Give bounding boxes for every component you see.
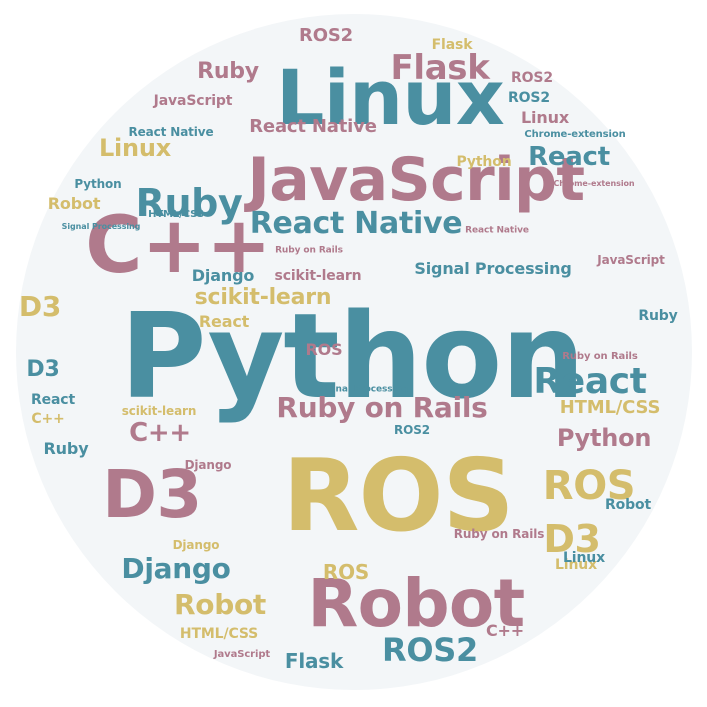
word-cloud-term: Ruby on Rails — [276, 391, 488, 424]
word-cloud-term: Python — [74, 177, 122, 191]
word-cloud-term: D3 — [102, 456, 202, 533]
word-cloud-term: Ruby on Rails — [453, 527, 545, 541]
word-cloud-term: ROS2 — [511, 70, 553, 86]
word-cloud-term: Django — [121, 552, 231, 585]
word-cloud-term: D3 — [26, 357, 60, 382]
word-cloud-term: Ruby on Rails — [275, 245, 343, 256]
word-cloud-term: React Native — [249, 116, 377, 137]
word-cloud-term: Robot — [307, 565, 525, 642]
word-cloud-term: Django — [184, 458, 232, 472]
word-cloud-term: Flask — [390, 48, 490, 88]
word-cloud-term: React Native — [249, 206, 463, 241]
word-cloud-term: ROS — [305, 340, 343, 359]
word-cloud-term: ROS2 — [299, 25, 353, 46]
word-cloud-term: React Native — [465, 225, 529, 236]
word-cloud-term: Python — [120, 287, 585, 425]
word-cloud-term: ROS2 — [394, 423, 430, 437]
word-cloud-term: React — [198, 312, 250, 331]
word-cloud-term: Robot — [173, 588, 267, 621]
word-cloud-term: HTML/CSS — [179, 626, 259, 642]
word-cloud-term: React — [528, 142, 610, 172]
word-cloud-term: HTML/CSS — [148, 209, 204, 220]
word-cloud-term: D3 — [543, 517, 601, 561]
cloud-circle-background — [16, 14, 692, 690]
word-cloud-term: Linux — [521, 108, 569, 127]
word-cloud-term: JavaScript — [153, 93, 233, 109]
word-cloud-term: HTML/CSS — [559, 397, 661, 418]
word-cloud-term: Signal Processing — [414, 259, 572, 278]
word-cloud-term: scikit-learn — [121, 404, 197, 418]
word-cloud-term: scikit-learn — [274, 268, 362, 284]
word-cloud-term: Signal Processing — [61, 222, 141, 231]
word-cloud-term: Chrome-extension — [524, 129, 626, 140]
word-cloud-term: JavaScript — [597, 253, 665, 267]
word-cloud-term: Ruby — [638, 308, 678, 324]
word-cloud-term: JavaScript — [213, 649, 271, 660]
word-cloud-term: Robot — [604, 497, 652, 513]
word-cloud-term: C++ — [485, 621, 525, 640]
word-cloud-term: Signal Processing — [319, 384, 409, 395]
word-cloud-term: ROS — [282, 437, 514, 554]
word-cloud-term: Python — [556, 424, 652, 452]
word-cloud-term: Python — [456, 154, 512, 170]
word-cloud-term: Ruby — [197, 59, 259, 84]
word-cloud-term: C++ — [129, 418, 191, 448]
word-cloud-term: Django — [172, 538, 220, 552]
word-cloud-term: ROS2 — [382, 631, 478, 669]
word-cloud-term: Flask — [431, 37, 473, 53]
word-cloud-term: Django — [191, 266, 255, 285]
word-cloud-term: Chrome-extension — [553, 179, 635, 188]
word-cloud-term: ROS — [322, 560, 370, 584]
word-cloud-term: Ruby on Rails — [562, 351, 638, 362]
word-cloud-term: ROS — [542, 463, 636, 509]
word-cloud-term: Linux — [563, 550, 605, 566]
word-cloud-term: scikit-learn — [194, 285, 332, 310]
word-cloud-term: D3 — [18, 290, 62, 323]
word-cloud-term: C++ — [85, 201, 271, 291]
word-cloud-term: React — [30, 392, 76, 408]
word-cloud-term: Flask — [284, 649, 344, 673]
word-cloud-term: Linux — [99, 134, 171, 162]
word-cloud-term: Ruby — [135, 181, 243, 225]
word-cloud-term: Robot — [47, 194, 101, 213]
word-cloud-term: Linux — [555, 557, 597, 573]
word-cloud-term: React — [533, 361, 647, 402]
word-cloud-term: Ruby — [43, 439, 89, 458]
word-cloud-term: JavaScript — [247, 145, 586, 215]
word-cloud-term: Linux — [276, 53, 505, 142]
word-cloud-term: C++ — [31, 411, 65, 427]
word-cloud-term: ROS2 — [508, 90, 550, 106]
word-cloud-term: React Native — [128, 125, 214, 139]
